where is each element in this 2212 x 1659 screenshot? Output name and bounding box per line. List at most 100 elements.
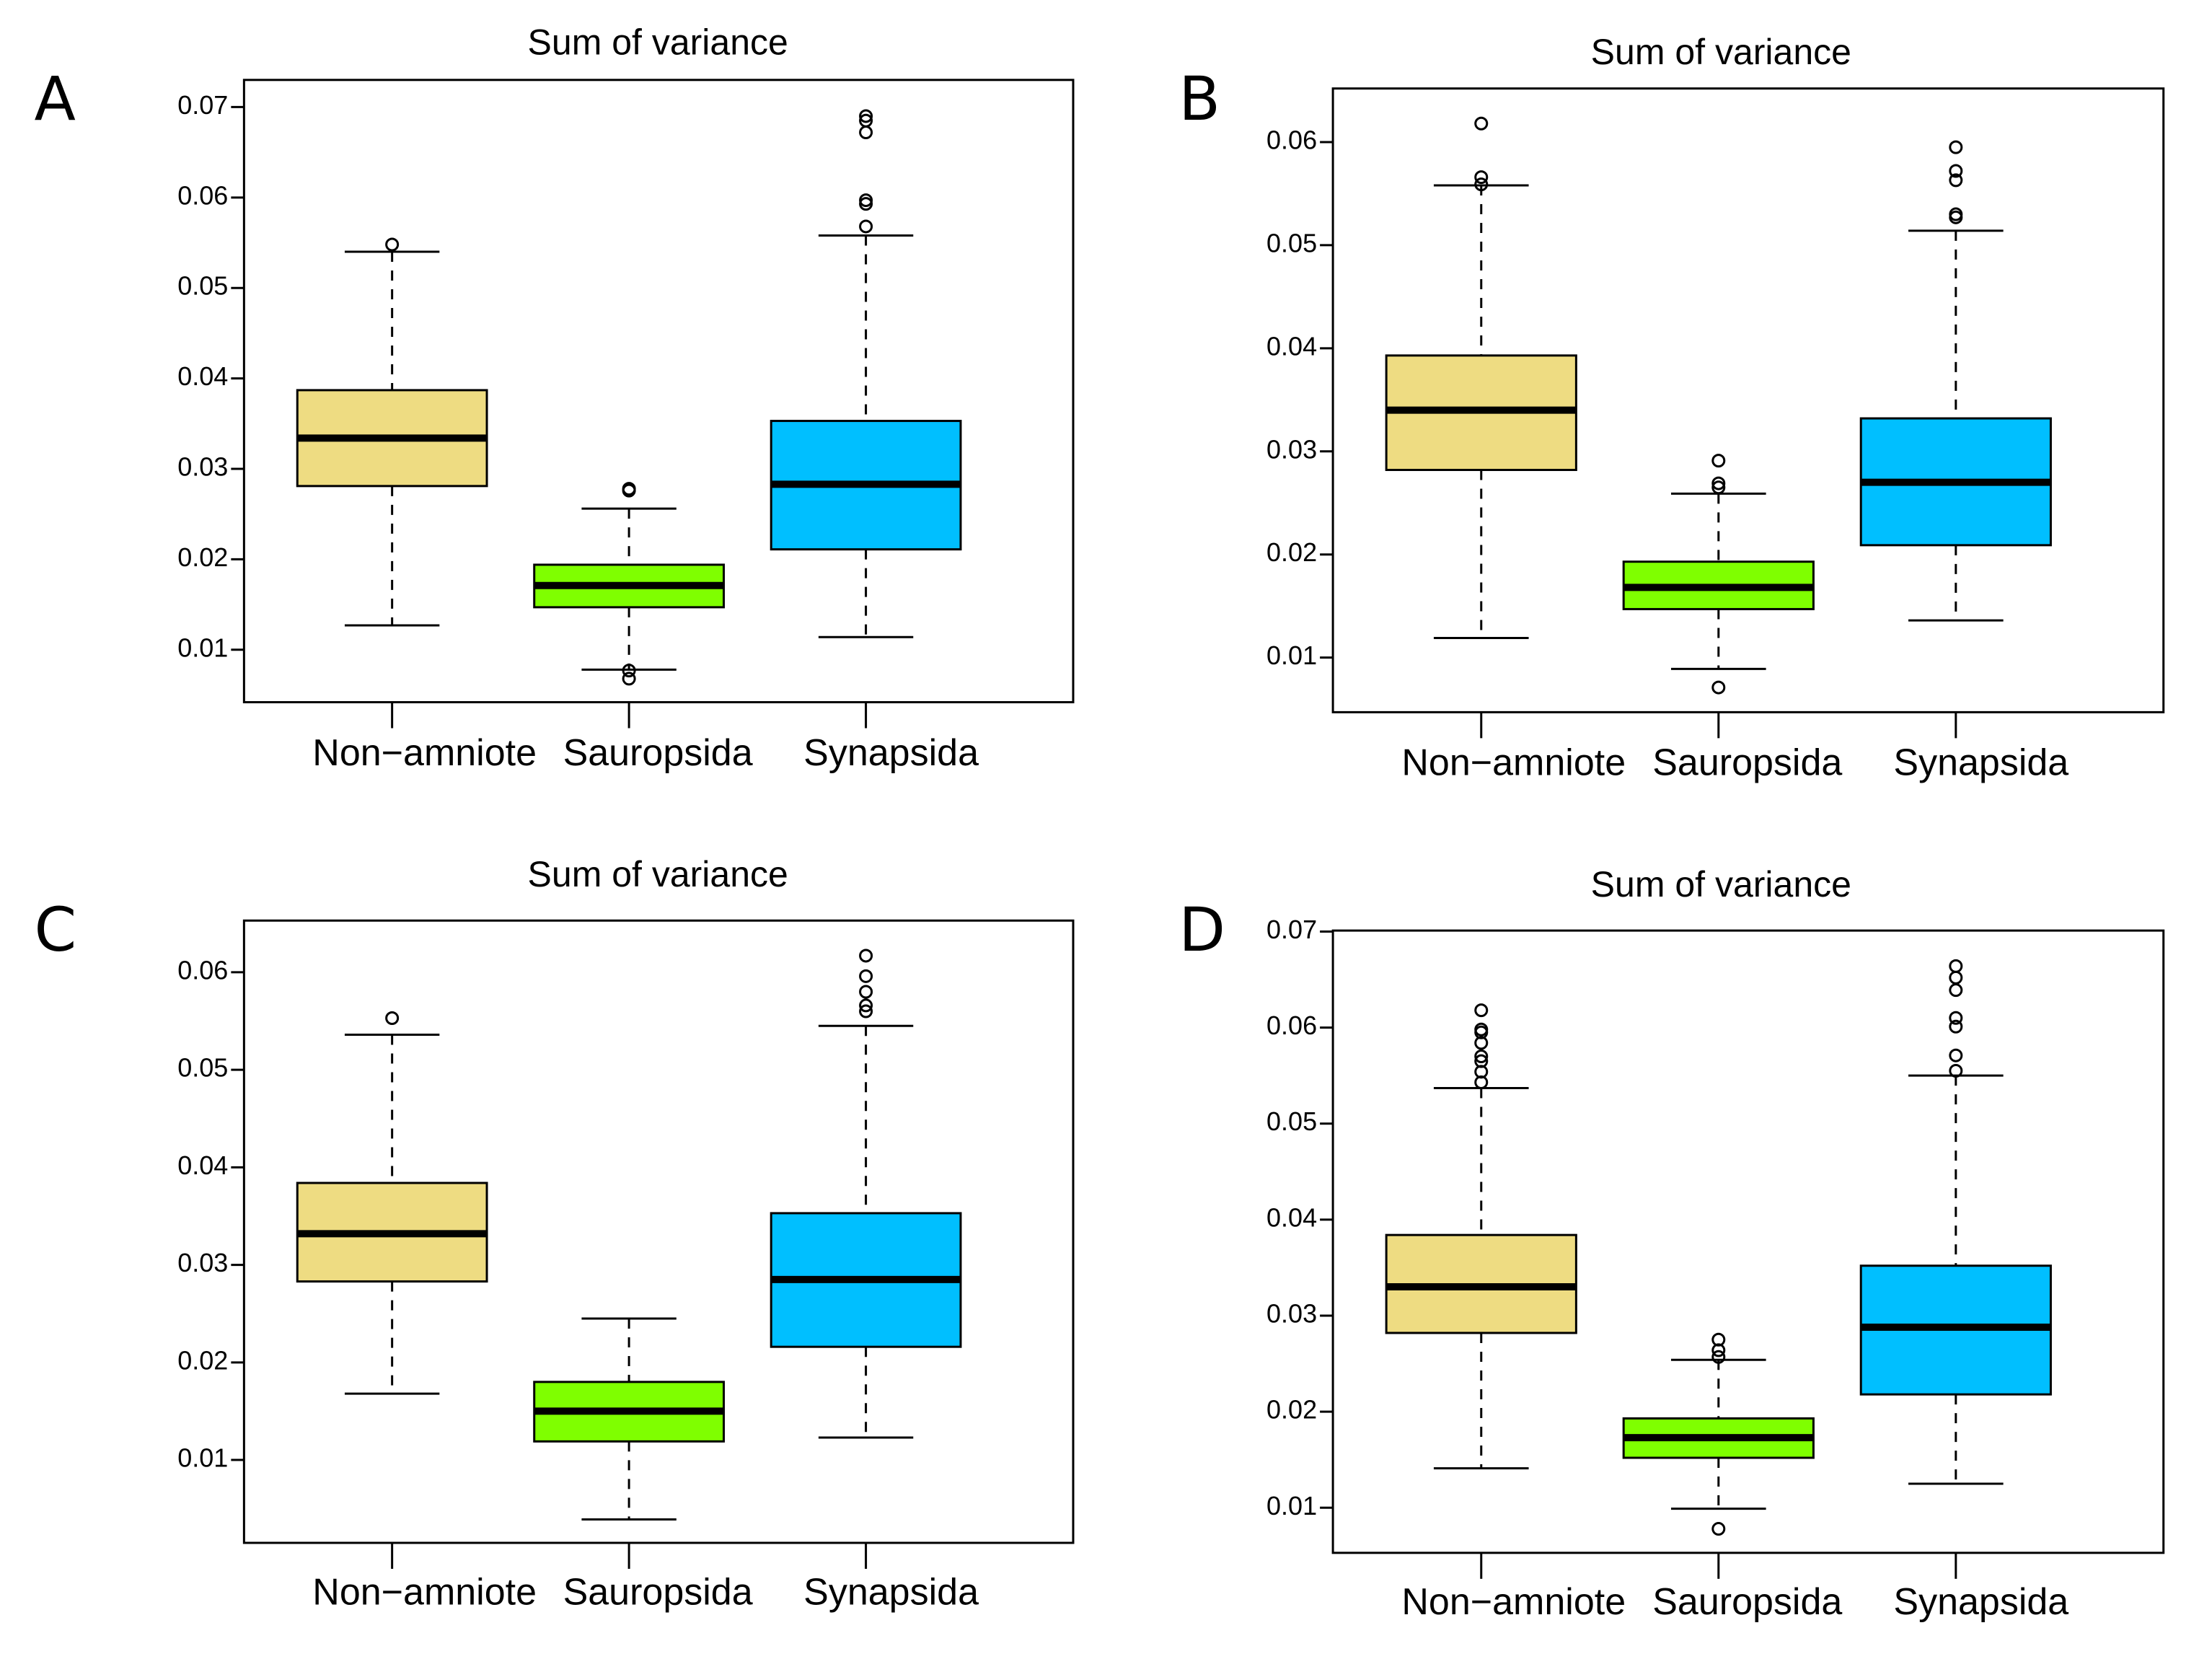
panel-b: B Sum of variance 0.01 0.02 0.03 0.04 0.05 0.06… (1178, 32, 2165, 784)
outlier-point (622, 664, 636, 678)
x-tick-label: Synapsida (803, 732, 979, 774)
y-tick-label: 0.04 (177, 361, 228, 391)
outlier-point (1711, 480, 1726, 495)
x-tick-label: Synapsida (1893, 1581, 2068, 1623)
y-tick-label: 0.01 (1266, 641, 1317, 670)
outlier-point (385, 1011, 400, 1025)
chart-title: Sum of variance (528, 854, 788, 894)
outlier-point (1474, 116, 1489, 131)
box-sauropsida (533, 1317, 726, 1521)
outlier-point (1949, 210, 1963, 224)
outlier-point (859, 1004, 873, 1018)
box-non-amniote (1385, 1003, 1577, 1470)
outlier-point (1949, 1063, 1963, 1078)
outlier-point (859, 219, 873, 234)
y-tick-label: 0.01 (177, 1443, 228, 1473)
box-sauropsida (1622, 1332, 1815, 1536)
y-tick-label: 0.04 (1266, 1202, 1317, 1232)
x-tick-label: Sauropsida (1652, 742, 1842, 784)
y-tick-label: 0.06 (177, 955, 228, 985)
y-tick-label: 0.03 (177, 1248, 228, 1277)
plot-frame (1331, 87, 2165, 713)
outlier-point (859, 126, 873, 140)
outlier-point (1949, 173, 1963, 188)
y-tick-label: 0.03 (1266, 434, 1317, 464)
panel-letter: D (1178, 894, 1225, 965)
y-tick-label: 0.02 (177, 542, 228, 572)
outlier-point (1949, 983, 1963, 998)
outlier-point (1949, 164, 1963, 178)
outlier-point (1711, 680, 1726, 695)
y-tick-label: 0.05 (1266, 1106, 1317, 1136)
x-tick-label: Non−amniote (1401, 742, 1626, 784)
panel-letter: B (1178, 63, 1220, 134)
x-tick-label: Sauropsida (1652, 1581, 1842, 1623)
panel-c: C Sum of variance 0.01 0.02 0.03 0.04 0.05 0.06… (34, 854, 1075, 1613)
panel-letter: C (34, 894, 76, 965)
outlier-point (622, 483, 636, 498)
outlier-point (859, 998, 873, 1013)
plot-frame (1331, 929, 2165, 1554)
y-tick-label: 0.05 (177, 1053, 228, 1083)
y-tick-label: 0.01 (177, 633, 228, 662)
outlier-point (1711, 1350, 1726, 1364)
outlier-point (1711, 454, 1726, 468)
box-sauropsida (533, 482, 726, 686)
outlier-point (1474, 177, 1489, 192)
y-tick-label: 0.07 (177, 90, 228, 120)
outlier-point (1711, 476, 1726, 490)
x-tick-label: Non−amniote (312, 1571, 537, 1613)
outlier-point (859, 949, 873, 963)
box-synapsida (1859, 959, 2052, 1485)
y-tick-label: 0.06 (177, 180, 228, 210)
chart-title: Sum of variance (1591, 32, 1851, 72)
y-tick-label: 0.05 (177, 271, 228, 301)
plot-frame (242, 79, 1075, 704)
outlier-point (859, 985, 873, 999)
y-tick-label: 0.06 (1266, 1011, 1317, 1040)
outlier-point (1949, 1019, 1963, 1034)
box-synapsida (770, 949, 962, 1439)
outlier-point (1474, 1075, 1489, 1089)
outlier-point (1949, 1011, 1963, 1025)
outlier-point (1949, 959, 1963, 973)
y-tick-label: 0.02 (1266, 1395, 1317, 1425)
x-tick-label: Sauropsida (563, 1571, 753, 1613)
y-tick-label: 0.03 (177, 452, 228, 482)
outlier-point (622, 672, 636, 686)
outlier-point (1474, 1049, 1489, 1064)
outlier-point (1711, 1522, 1726, 1536)
y-tick-label: 0.04 (1266, 331, 1317, 361)
chart-title: Sum of variance (528, 22, 788, 62)
outlier-point (859, 109, 873, 123)
outlier-point (859, 197, 873, 211)
outlier-point (1474, 1003, 1489, 1018)
panel-d: D Sum of variance 0.01 0.02 0.03 0.04 0.05 0.06… (1178, 864, 2165, 1623)
box-sauropsida (1622, 454, 1815, 695)
y-tick-label: 0.01 (1266, 1491, 1317, 1521)
x-tick-label: Non−amniote (312, 732, 537, 774)
plot-frame (242, 919, 1075, 1544)
box-non-amniote (296, 1011, 488, 1395)
x-tick-label: Non−amniote (1401, 1581, 1626, 1623)
outlier-point (1949, 140, 1963, 154)
y-tick-label: 0.05 (1266, 228, 1317, 258)
x-tick-label: Sauropsida (563, 732, 753, 774)
box-non-amniote (296, 237, 488, 627)
outlier-point (1949, 1048, 1963, 1062)
y-tick-label: 0.06 (1266, 126, 1317, 155)
x-tick-label: Synapsida (803, 1571, 979, 1613)
y-tick-label: 0.02 (177, 1345, 228, 1375)
y-tick-label: 0.03 (1266, 1299, 1317, 1329)
panel-letter: A (34, 63, 75, 134)
outlier-point (1474, 1036, 1489, 1050)
chart-title: Sum of variance (1591, 864, 1851, 905)
outlier-point (1949, 970, 1963, 985)
x-tick-label: Synapsida (1893, 742, 2068, 784)
outlier-point (1711, 1343, 1726, 1357)
panel-a: A Sum of variance 0.01 0.02 0.03 0.04 0.05 0.06… (34, 22, 1075, 774)
box-synapsida (770, 109, 962, 638)
box-synapsida (1859, 140, 2052, 622)
outlier-point (859, 969, 873, 983)
